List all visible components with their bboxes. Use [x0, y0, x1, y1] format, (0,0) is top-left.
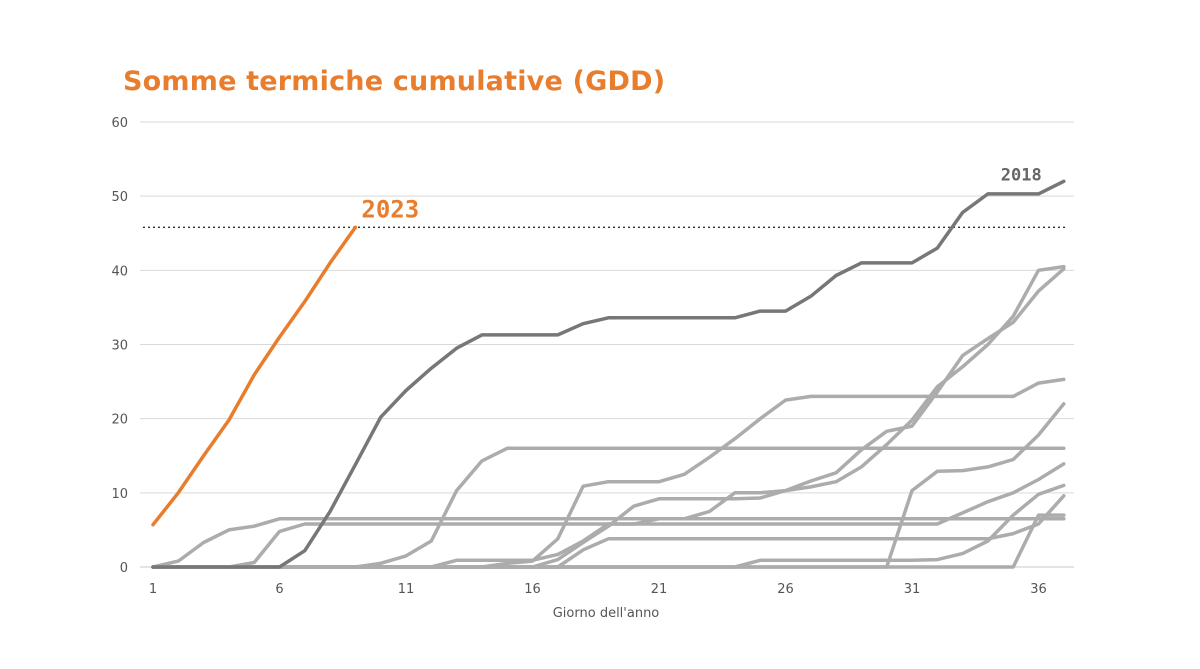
- x-axis-label: Giorno dell'anno: [553, 606, 660, 621]
- x-tick-label: 11: [398, 582, 415, 597]
- y-axis-ticks: 0 10 20 30 40 50 60: [111, 116, 128, 576]
- x-tick-label: 36: [1030, 582, 1047, 597]
- y-tick-label: 40: [111, 264, 128, 279]
- annotation-2023: 2023: [361, 195, 419, 223]
- series-line-other-5: [151, 517, 1066, 569]
- gridlines: [140, 121, 1074, 568]
- x-tick-label: 26: [777, 582, 794, 597]
- series-lines: [151, 179, 1066, 569]
- y-tick-label: 10: [111, 487, 128, 502]
- y-tick-label: 50: [111, 190, 128, 205]
- x-tick-label: 21: [651, 582, 668, 597]
- y-tick-label: 60: [111, 116, 128, 131]
- chart-title: Somme termiche cumulative (GDD): [123, 66, 666, 97]
- series-line-other-11: [151, 402, 1066, 569]
- x-tick-label: 16: [524, 582, 541, 597]
- y-tick-label: 0: [120, 561, 128, 576]
- y-tick-label: 20: [111, 413, 128, 428]
- series-line-2023: [151, 225, 358, 527]
- x-tick-label: 6: [275, 582, 283, 597]
- y-tick-label: 30: [111, 339, 128, 354]
- series-line-other-7: [151, 264, 1066, 569]
- x-tick-label: 1: [149, 582, 157, 597]
- annotation-2018: 2018: [1001, 165, 1042, 185]
- series-line-2018: [151, 179, 1066, 569]
- series-line-other-8: [151, 494, 1066, 569]
- x-axis-ticks: 1 6 11 16 21 26 31 36: [149, 582, 1047, 597]
- series-line-other-2: [151, 446, 1066, 569]
- series-annotations: 2023 2018: [361, 165, 1041, 223]
- x-tick-label: 31: [904, 582, 921, 597]
